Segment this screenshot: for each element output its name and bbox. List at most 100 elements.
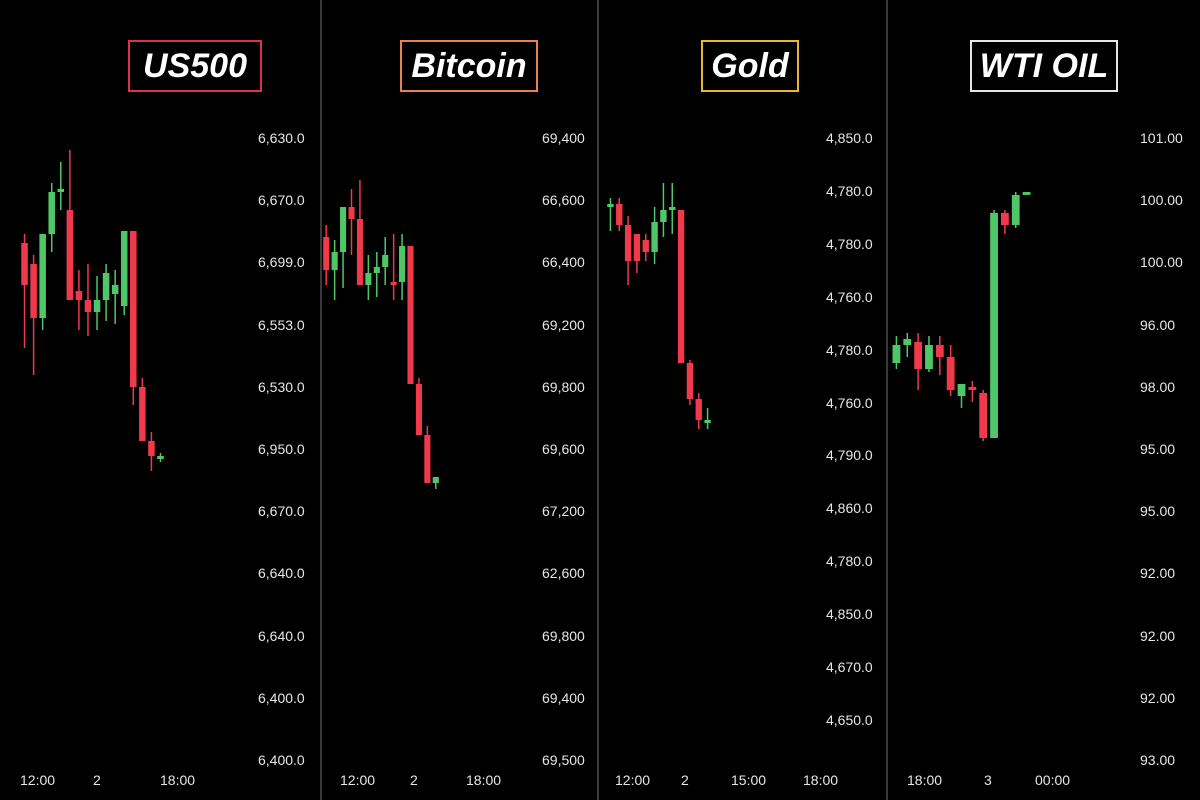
candle-body	[607, 204, 614, 207]
candle-body	[660, 210, 667, 222]
y-tick-label: 6,400.0	[258, 752, 305, 768]
candle-body	[382, 255, 389, 267]
panel-divider	[320, 0, 322, 800]
y-tick-label: 4,780.0	[826, 341, 873, 358]
y-tick-label: 4,670.0	[826, 659, 873, 675]
y-tick-label: 6,530.0	[258, 378, 305, 395]
candle-body	[946, 357, 955, 390]
y-tick-label: 67,200	[542, 503, 585, 520]
candle-body	[695, 399, 702, 420]
candle-body	[365, 273, 372, 285]
candle-body	[373, 267, 380, 273]
candle-body	[979, 393, 988, 438]
x-tick-label: 3	[984, 772, 992, 788]
y-tick-label: 4,780.0	[826, 235, 873, 252]
candle-body	[93, 300, 101, 312]
x-tick-label: 15:00	[731, 772, 767, 788]
chart-title: US500	[128, 40, 262, 92]
panel-divider	[597, 0, 599, 800]
y-tick-label: 6,670.0	[258, 503, 305, 520]
candle-body	[432, 477, 439, 483]
candle-body	[407, 246, 414, 384]
y-tick-label: 6,670.0	[258, 192, 305, 209]
y-tick-label: 6,630.0	[258, 130, 305, 146]
y-tick-label: 100.00	[1140, 254, 1183, 271]
y-tick-label: 101.00	[1140, 130, 1183, 146]
candle-body	[48, 192, 55, 234]
candle-body	[677, 210, 685, 363]
y-tick-label: 6,400.0	[258, 689, 305, 706]
y-tick-label: 6,553.0	[258, 316, 305, 333]
y-tick-label: 4,760.0	[826, 288, 873, 305]
y-tick-label: 6,640.0	[258, 565, 305, 582]
candle-body	[1000, 213, 1009, 225]
candle-body	[990, 213, 998, 438]
candle-body	[66, 210, 74, 300]
y-tick-label: 4,760.0	[826, 394, 873, 411]
y-tick-label: 6,640.0	[258, 627, 305, 644]
candle-body	[30, 264, 37, 318]
y-tick-label: 69,500	[542, 752, 585, 768]
candle-body	[1022, 192, 1031, 195]
x-tick-label: 2	[410, 772, 418, 788]
x-tick-label: 12:00	[340, 772, 376, 788]
candle-body	[935, 345, 944, 357]
candle-body	[356, 219, 363, 285]
candle-body	[651, 222, 658, 252]
chart-panel-us500: US500	[0, 0, 320, 800]
y-tick-label: 6,950.0	[258, 441, 305, 457]
y-tick-label: 100.00	[1140, 192, 1183, 209]
candle-body	[624, 225, 632, 261]
chart-title: Gold	[701, 40, 799, 92]
y-tick-label: 98.00	[1140, 378, 1176, 395]
candle-body	[84, 300, 92, 312]
candle-body	[892, 345, 901, 363]
candle-body	[57, 189, 65, 192]
candle-body	[925, 345, 933, 369]
x-tick-label: 12:00	[615, 772, 651, 788]
y-tick-label: 4,790.0	[826, 447, 873, 464]
y-tick-label: 92.00	[1140, 565, 1176, 582]
candle-body	[957, 384, 966, 396]
y-tick-label: 69,800	[542, 627, 585, 644]
candle-body	[148, 441, 155, 456]
y-tick-label: 62,600	[542, 565, 585, 582]
x-tick-label: 18:00	[466, 772, 502, 788]
candle-body	[399, 246, 406, 282]
candle-body	[331, 252, 338, 270]
y-tick-label: 4,860.0	[826, 500, 873, 517]
y-tick-label: 4,780.0	[826, 182, 873, 199]
y-tick-label: 95.00	[1140, 441, 1176, 457]
candle-body	[340, 207, 347, 252]
candle-body	[415, 384, 422, 435]
candle-body	[39, 234, 46, 318]
candle-body	[120, 231, 128, 306]
candle-body	[914, 342, 923, 369]
chart-title: WTI OIL	[970, 40, 1118, 92]
x-tick-label: 2	[93, 772, 101, 788]
chart-title: Bitcoin	[400, 40, 538, 92]
y-tick-label: 96.00	[1140, 316, 1176, 333]
candle-body	[642, 240, 649, 252]
candle-body	[21, 243, 28, 285]
candle-body	[348, 207, 355, 219]
y-tick-label: 66,600	[542, 192, 585, 209]
candle-body	[424, 435, 431, 483]
candle-body	[130, 231, 137, 387]
chart-panel-gold: Gold	[599, 0, 886, 800]
candle-body	[139, 387, 146, 441]
candle-body	[669, 207, 676, 210]
x-tick-label: 2	[681, 772, 689, 788]
candle-body	[102, 273, 110, 300]
x-tick-label: 18:00	[803, 772, 839, 788]
y-tick-label: 4,850.0	[826, 130, 873, 146]
candle-body	[686, 363, 694, 399]
candle-body	[903, 339, 912, 345]
chart-panel-bitcoin: Bitcoin	[322, 0, 597, 800]
candle-body	[111, 285, 119, 294]
x-tick-label: 18:00	[907, 772, 943, 788]
y-tick-label: 92.00	[1140, 627, 1176, 644]
y-tick-label: 4,850.0	[826, 606, 873, 623]
y-tick-label: 69,400	[542, 130, 585, 146]
y-tick-label: 69,600	[542, 441, 585, 457]
